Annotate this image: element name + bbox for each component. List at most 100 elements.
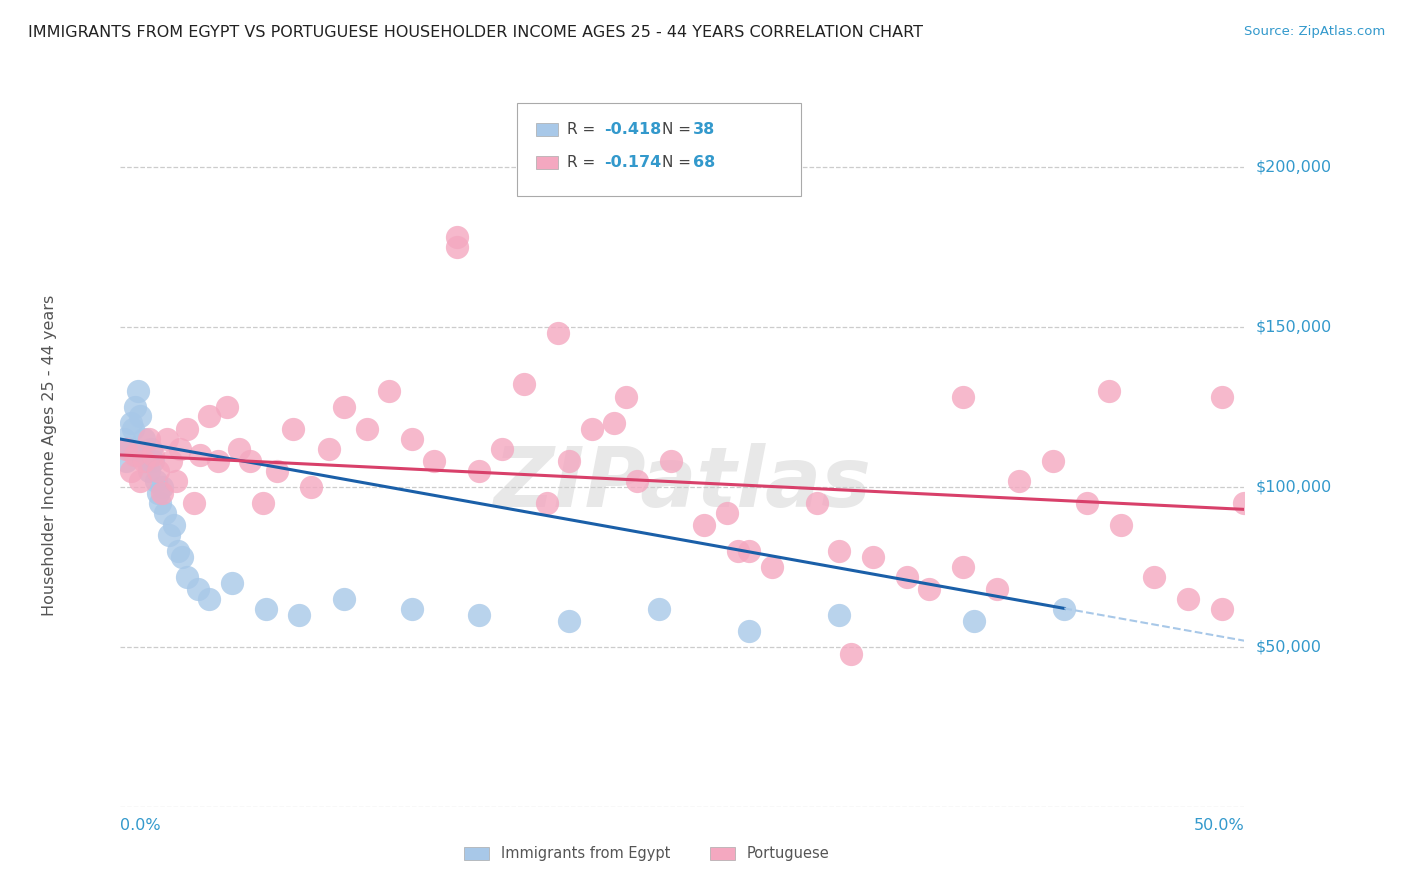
Point bbox=[217, 400, 239, 414]
Text: R =: R = bbox=[567, 155, 600, 169]
Point bbox=[491, 442, 513, 456]
Point bbox=[839, 647, 862, 661]
Text: 38: 38 bbox=[693, 122, 716, 136]
Point bbox=[1211, 601, 1233, 615]
Point bbox=[614, 390, 637, 404]
Point bbox=[135, 454, 157, 468]
Point bbox=[112, 432, 135, 446]
Point bbox=[918, 582, 941, 597]
Point bbox=[127, 384, 149, 398]
Point bbox=[183, 496, 205, 510]
Point bbox=[134, 432, 156, 446]
Text: Source: ZipAtlas.com: Source: ZipAtlas.com bbox=[1244, 25, 1385, 38]
Point bbox=[160, 454, 183, 468]
Point bbox=[122, 422, 145, 436]
Point bbox=[896, 569, 918, 583]
Point bbox=[468, 608, 491, 623]
Point bbox=[1211, 390, 1233, 404]
Text: $200,000: $200,000 bbox=[1256, 159, 1331, 174]
Point bbox=[299, 480, 322, 494]
Text: 50.0%: 50.0% bbox=[1194, 818, 1244, 833]
Point bbox=[1008, 474, 1031, 488]
Point bbox=[138, 432, 160, 446]
Point bbox=[266, 464, 288, 478]
Point bbox=[198, 592, 221, 607]
Text: N =: N = bbox=[662, 155, 696, 169]
Point bbox=[828, 544, 851, 558]
Point bbox=[228, 442, 250, 456]
Point bbox=[581, 422, 603, 436]
Text: Householder Income Ages 25 - 44 years: Householder Income Ages 25 - 44 years bbox=[42, 294, 58, 615]
Point bbox=[558, 454, 581, 468]
Point bbox=[153, 506, 176, 520]
Point bbox=[738, 624, 761, 639]
Point bbox=[142, 454, 165, 468]
Point bbox=[446, 240, 468, 254]
Text: -0.174: -0.174 bbox=[605, 155, 662, 169]
Point bbox=[128, 409, 150, 424]
Point bbox=[356, 422, 378, 436]
Point bbox=[986, 582, 1008, 597]
Point bbox=[120, 464, 142, 478]
Point bbox=[423, 454, 446, 468]
Point bbox=[547, 326, 569, 341]
Text: 0.0%: 0.0% bbox=[120, 818, 160, 833]
Point bbox=[252, 496, 274, 510]
Text: 68: 68 bbox=[693, 155, 716, 169]
Text: Portuguese: Portuguese bbox=[747, 847, 830, 861]
Point bbox=[659, 454, 682, 468]
Point bbox=[169, 442, 191, 456]
Point bbox=[131, 448, 153, 462]
Point bbox=[207, 454, 229, 468]
Point bbox=[190, 448, 212, 462]
Point bbox=[738, 544, 761, 558]
Point bbox=[198, 409, 221, 424]
Point bbox=[333, 400, 356, 414]
Point bbox=[134, 454, 156, 468]
Point bbox=[149, 496, 172, 510]
Text: Immigrants from Egypt: Immigrants from Egypt bbox=[501, 847, 669, 861]
Point bbox=[146, 464, 169, 478]
Point bbox=[124, 400, 146, 414]
Point bbox=[1143, 569, 1166, 583]
Point bbox=[558, 615, 581, 629]
Point bbox=[828, 608, 851, 623]
Point bbox=[333, 592, 356, 607]
Point bbox=[952, 560, 974, 574]
Point bbox=[239, 454, 262, 468]
Text: N =: N = bbox=[662, 122, 696, 136]
Text: $150,000: $150,000 bbox=[1256, 319, 1331, 334]
Point bbox=[281, 422, 304, 436]
Point bbox=[1042, 454, 1064, 468]
Point bbox=[115, 454, 138, 468]
Point bbox=[963, 615, 986, 629]
Point bbox=[1109, 518, 1132, 533]
Text: ZIPatlas: ZIPatlas bbox=[494, 442, 870, 524]
Point bbox=[1053, 601, 1076, 615]
Point bbox=[536, 496, 558, 510]
Point bbox=[128, 474, 150, 488]
Point bbox=[142, 448, 165, 462]
Text: $100,000: $100,000 bbox=[1256, 480, 1331, 494]
Point bbox=[162, 518, 184, 533]
Point bbox=[146, 486, 169, 500]
Point bbox=[139, 442, 162, 456]
Point bbox=[952, 390, 974, 404]
Point bbox=[120, 416, 142, 430]
Point bbox=[167, 544, 190, 558]
Point bbox=[187, 582, 209, 597]
Point bbox=[150, 486, 173, 500]
Point bbox=[862, 550, 884, 565]
Point bbox=[446, 230, 468, 244]
Point bbox=[115, 442, 138, 456]
Point bbox=[761, 560, 783, 574]
Point bbox=[401, 432, 423, 446]
Point bbox=[124, 448, 146, 462]
Point bbox=[176, 569, 198, 583]
Point bbox=[157, 528, 180, 542]
Point bbox=[603, 416, 626, 430]
Point bbox=[138, 464, 160, 478]
Point bbox=[1177, 592, 1199, 607]
Point bbox=[145, 474, 167, 488]
Point bbox=[727, 544, 749, 558]
